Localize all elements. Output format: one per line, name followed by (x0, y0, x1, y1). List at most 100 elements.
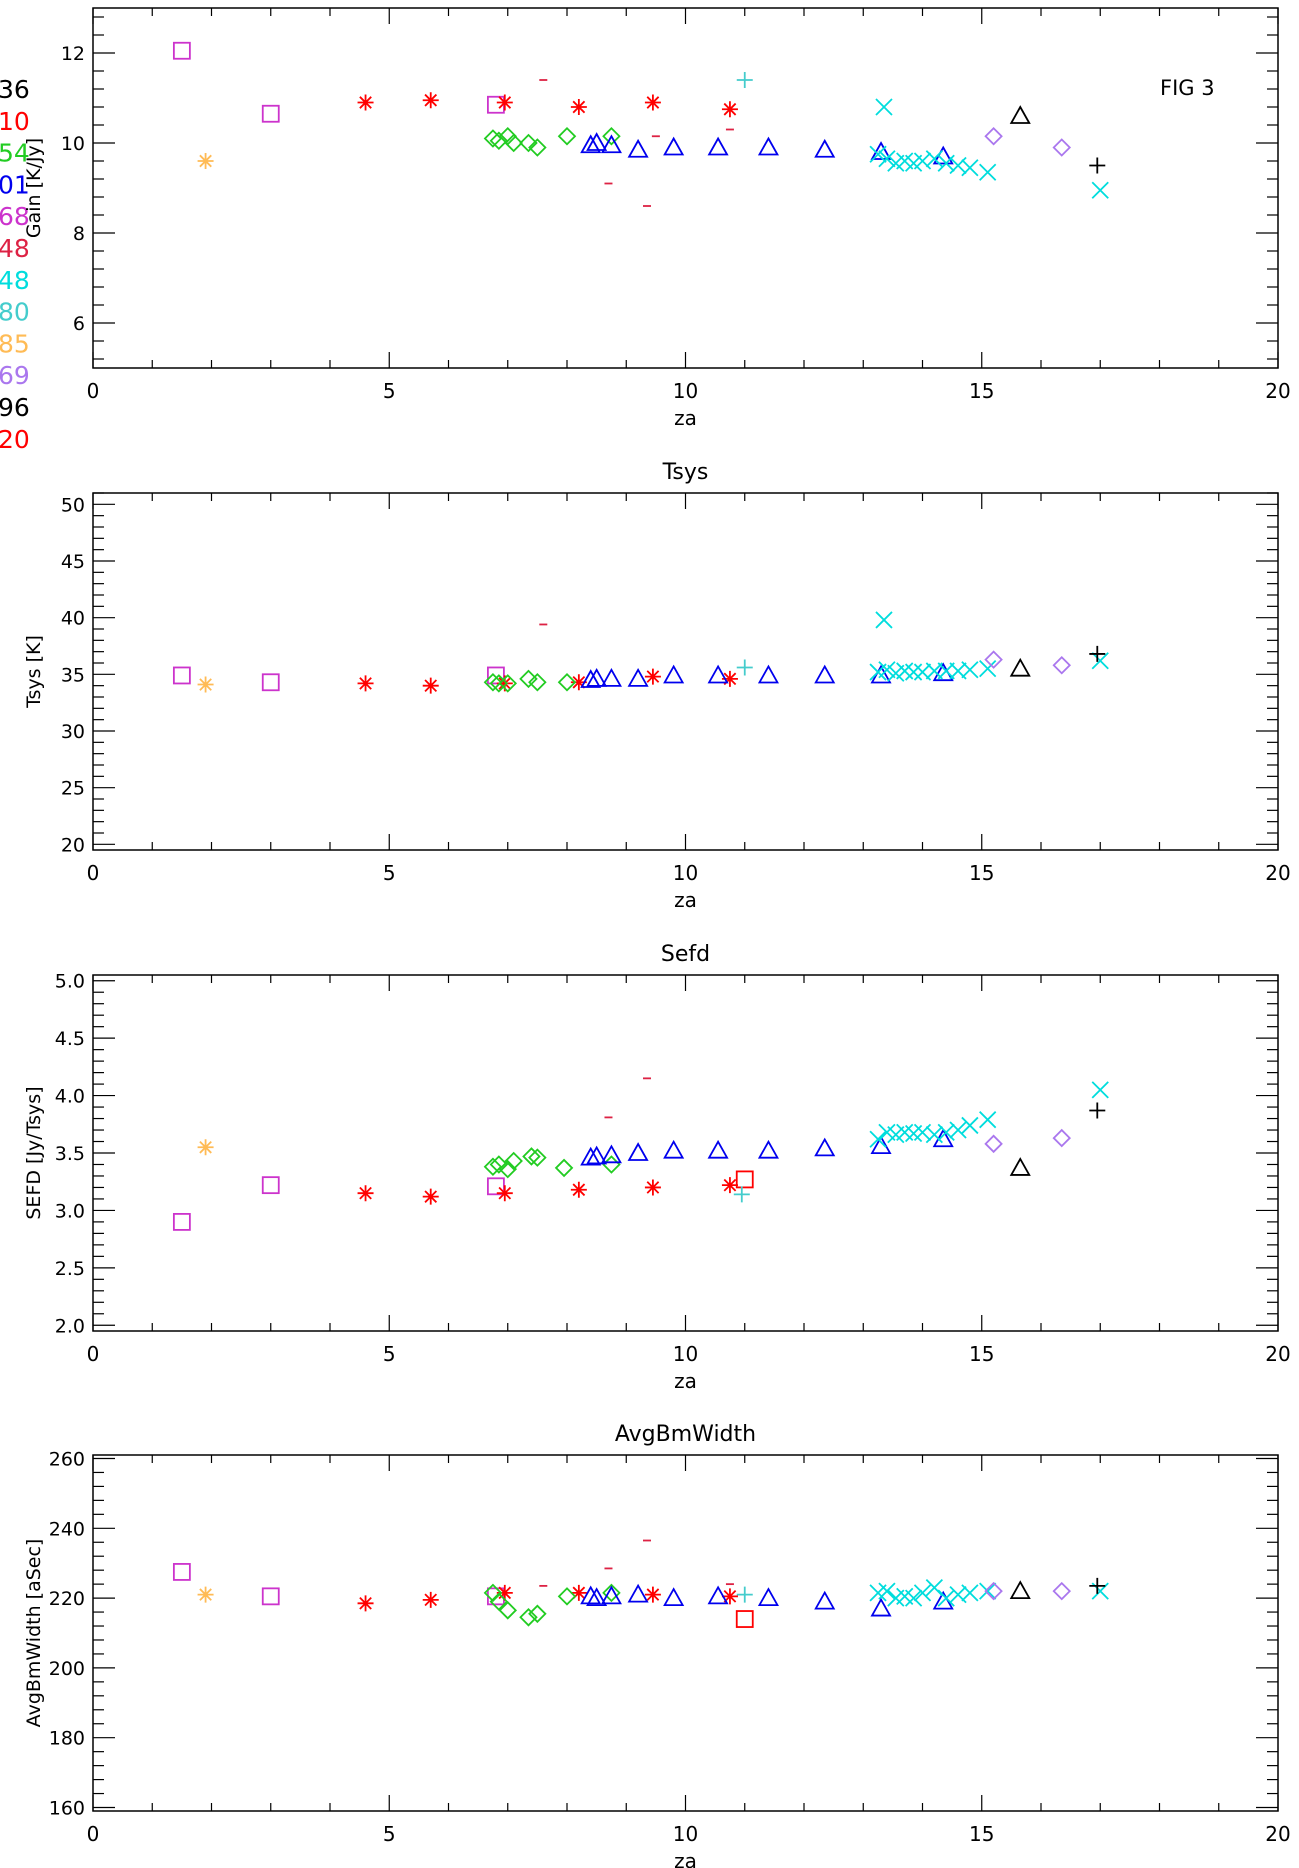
legend-entry: 48 (0, 266, 30, 295)
y-axis-label: SEFD [Jy/Tsys] (23, 1086, 45, 1219)
data-point (528, 672, 547, 692)
panel-title: Sefd (661, 942, 710, 967)
data-point (1009, 1157, 1031, 1176)
data-point (949, 156, 967, 175)
data-point (1052, 1581, 1072, 1601)
legend-entry: 68 (0, 202, 30, 231)
data-point (172, 1213, 191, 1231)
data-point (197, 1586, 214, 1603)
legend-entry: 20 (0, 425, 30, 454)
panel-title: Tsys (662, 460, 709, 485)
x-tick-label: 5 (383, 1822, 396, 1846)
data-point (757, 1587, 779, 1606)
data-point (498, 1159, 518, 1179)
data-point (663, 136, 685, 156)
legend-entry: 85 (0, 329, 30, 358)
data-point (961, 1584, 979, 1602)
y-axis-label: Tsys [K] (23, 635, 45, 709)
panel-title: AvgBmWidth (615, 1422, 756, 1447)
x-tick-label: 20 (1265, 379, 1290, 403)
data-point (261, 1587, 280, 1606)
x-tick-label: 20 (1265, 1822, 1290, 1846)
data-point (586, 668, 608, 687)
data-point (979, 1111, 997, 1129)
data-point (496, 1584, 513, 1601)
data-point (602, 126, 621, 146)
y-tick-label: 10 (61, 133, 85, 155)
data-point (904, 663, 923, 681)
data-point (1091, 652, 1109, 670)
data-point (814, 664, 836, 684)
x-tick-label: 10 (673, 379, 698, 403)
data-point (757, 1139, 779, 1159)
data-point (498, 674, 518, 693)
data-point (580, 134, 602, 154)
data-point (925, 1578, 943, 1597)
data-point (496, 94, 513, 111)
data-point (644, 94, 661, 111)
y-tick-label: 6 (73, 313, 85, 335)
data-point (721, 1588, 738, 1605)
data-point (984, 650, 1003, 669)
data-point (1009, 1580, 1031, 1600)
data-point (707, 1585, 729, 1605)
plot-frame (92, 492, 1279, 851)
x-tick-label: 15 (969, 861, 994, 885)
data-point (498, 1601, 518, 1620)
panel-2: 0 5 10 15 20 20 25 30 35 40 45 50 Tsys za Tsys [K] (23, 460, 1291, 912)
data-point (570, 99, 587, 115)
data-point (870, 141, 892, 160)
data-point (627, 138, 649, 158)
x-tick-label: 20 (1265, 861, 1290, 885)
legend-entry: 01 (0, 170, 30, 199)
data-point (979, 1582, 997, 1600)
data-point (949, 1121, 967, 1139)
data-point (913, 1123, 932, 1141)
data-point (627, 1583, 649, 1603)
data-point (627, 668, 649, 687)
panel-3: 0 5 10 15 20 2.0 2.5 3.0 3.5 4.0 4.5 5.0 Sefd za SEFD … (23, 942, 1291, 1393)
x-axis-label: za (674, 1849, 697, 1868)
x-axis-label: za (674, 406, 697, 430)
data-point (961, 159, 979, 177)
data-point (570, 674, 587, 691)
y-tick-label: 4.5 (55, 1028, 85, 1050)
data-point (937, 1123, 955, 1141)
data-point (172, 1563, 191, 1581)
y-tick-label: 8 (73, 223, 85, 245)
data-point (600, 668, 622, 687)
x-tick-label: 5 (383, 861, 396, 885)
x-tick-label: 0 (87, 861, 100, 885)
panel-1: 0 5 10 15 20 6 8 10 12 za Gain [K/Jy] (23, 7, 1291, 430)
panel-4: 0 5 10 15 20 160 180 200 220 240 260 AvgBmWidth za Av… (23, 1422, 1291, 1868)
figure-label: FIG 3 (1160, 76, 1215, 100)
data-point (586, 1587, 608, 1606)
y-tick-label: 45 (61, 551, 85, 573)
y-tick-label: 3.5 (55, 1143, 85, 1165)
y-tick-label: 5.0 (55, 971, 85, 993)
data-point (869, 145, 887, 163)
data-point (814, 138, 836, 158)
data-point (528, 138, 547, 157)
data-point (580, 669, 602, 688)
data-point (489, 1592, 509, 1611)
data-point (602, 1583, 621, 1603)
x-tick-label: 15 (969, 1342, 994, 1366)
data-point (557, 126, 577, 146)
data-point (1091, 1081, 1109, 1099)
x-tick-label: 10 (673, 1342, 698, 1366)
y-tick-label: 220 (49, 1588, 85, 1610)
data-point (528, 1604, 547, 1624)
data-point (600, 1585, 622, 1605)
data-point (707, 136, 729, 156)
data-point (483, 129, 503, 148)
data-point (644, 1179, 661, 1196)
y-tick-label: 40 (61, 608, 85, 630)
data-point (600, 1144, 622, 1164)
data-point (197, 1139, 214, 1156)
y-tick-label: 12 (61, 43, 85, 65)
data-point (1089, 1102, 1106, 1119)
data-point (814, 1137, 836, 1157)
data-point (1052, 138, 1072, 157)
